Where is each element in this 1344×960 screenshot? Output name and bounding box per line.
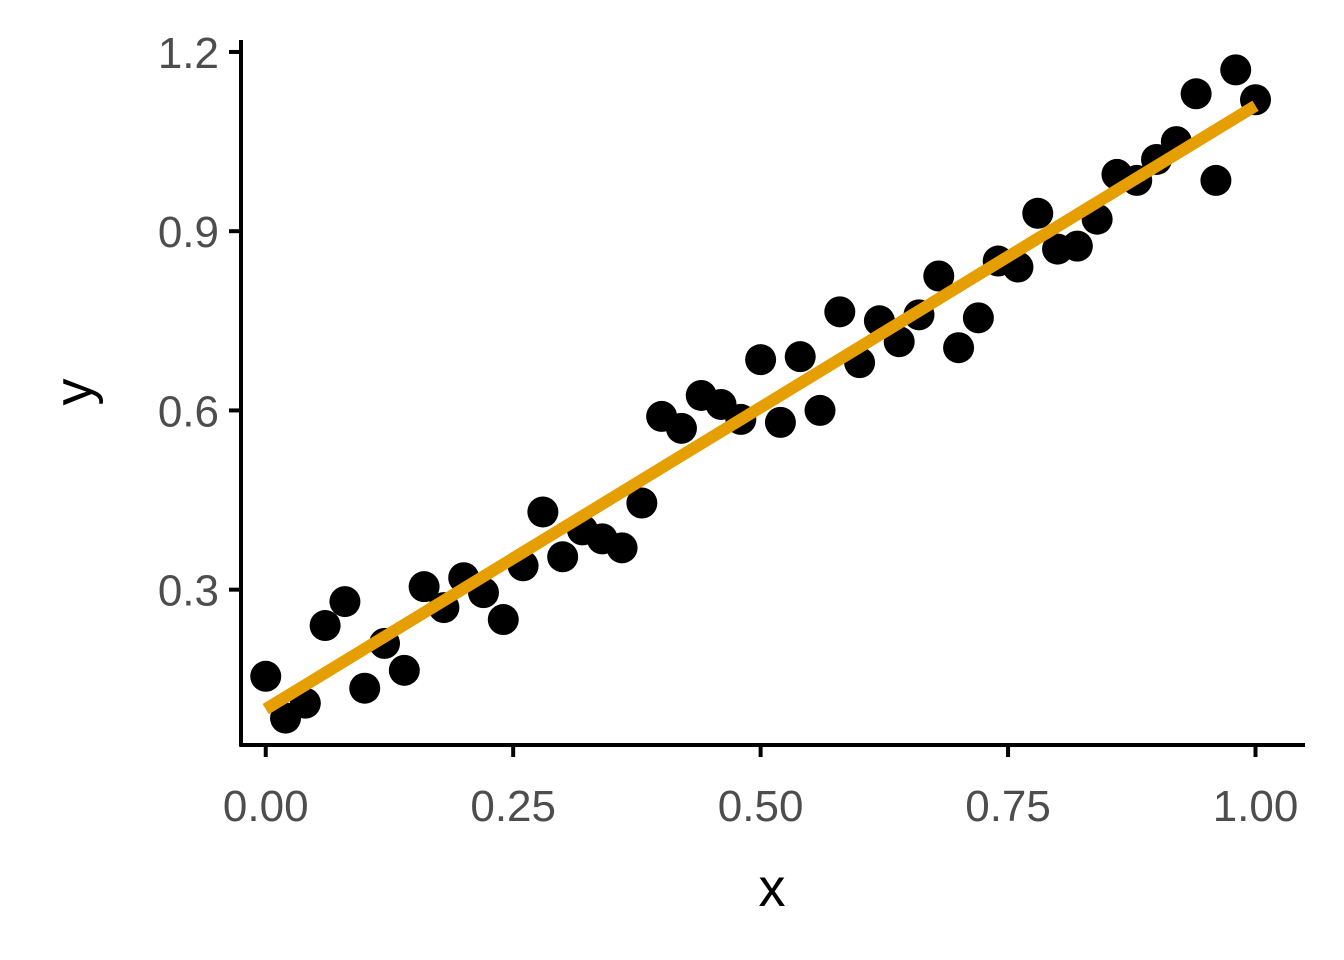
data-point	[388, 654, 420, 686]
x-tick-label: 0.75	[965, 782, 1051, 831]
data-point	[804, 394, 836, 426]
y-tick-label: 0.9	[158, 208, 219, 257]
y-tick-label: 0.6	[158, 387, 219, 436]
x-tick-label: 1.00	[1213, 782, 1299, 831]
y-tick-label: 1.2	[158, 29, 219, 78]
data-point	[784, 341, 816, 373]
axes	[239, 40, 1305, 747]
y-tick-label: 0.3	[158, 567, 219, 616]
data-point	[527, 496, 559, 528]
x-tick-label: 0.25	[470, 782, 556, 831]
data-point	[487, 604, 519, 636]
data-point	[408, 571, 440, 603]
data-point	[547, 541, 579, 573]
data-point	[606, 532, 638, 564]
data-point	[665, 412, 697, 444]
data-point	[1180, 78, 1212, 110]
data-point	[349, 672, 381, 704]
data-point	[1061, 230, 1093, 262]
regression-line	[262, 100, 1259, 715]
y-axis-ticks: 0.3 0.6 0.9 1.2	[158, 29, 241, 616]
data-point	[745, 344, 777, 376]
data-point	[943, 332, 975, 364]
data-point	[923, 260, 955, 292]
x-axis-title: x	[759, 858, 786, 918]
x-tick-label: 0.00	[223, 782, 309, 831]
data-point	[250, 660, 282, 692]
y-axis-title: y	[44, 379, 104, 406]
data-point	[626, 487, 658, 519]
data-point	[1200, 164, 1232, 196]
data-point	[764, 406, 796, 438]
data-point	[824, 296, 856, 328]
data-point	[1220, 54, 1252, 86]
data-point	[962, 302, 994, 334]
data-point	[329, 586, 361, 618]
x-tick-label: 0.50	[718, 782, 804, 831]
data-point	[309, 610, 341, 642]
x-axis-ticks: 0.00 0.25 0.50 0.75 1.00	[223, 745, 1298, 831]
data-point	[1022, 197, 1054, 229]
fit-line	[262, 100, 1259, 715]
